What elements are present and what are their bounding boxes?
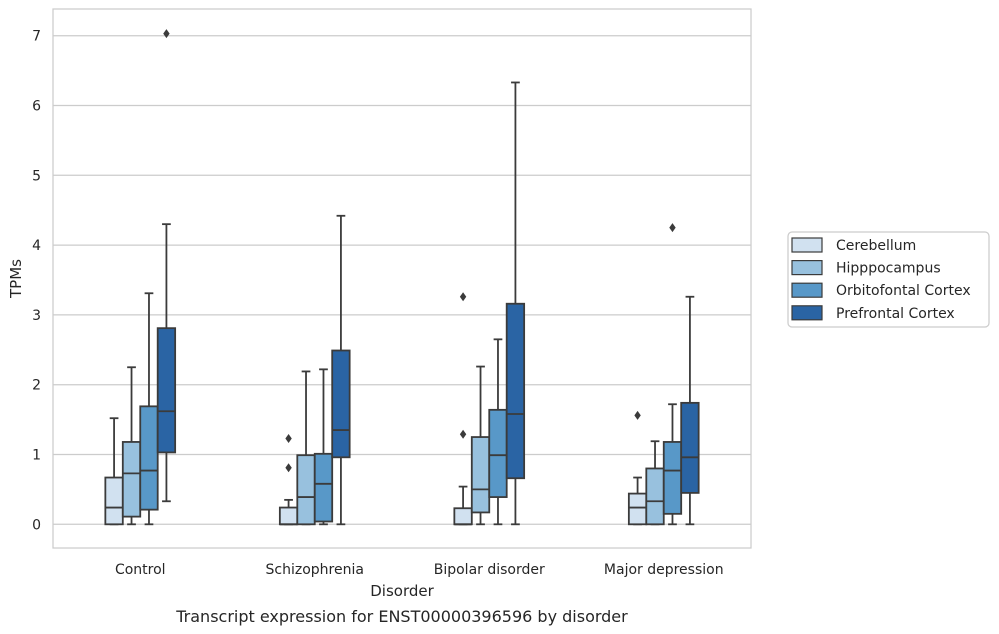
y-tick-label: 2 (32, 378, 41, 394)
box-cerebellum (278, 433, 299, 526)
box-cerebellum (453, 292, 473, 526)
outlier-point (163, 29, 170, 39)
box-hipppocampus (645, 440, 665, 526)
box-prefrontal-cortex (680, 295, 700, 526)
chart-caption: Transcript expression for ENST0000039659… (175, 607, 628, 626)
box-iqr (331, 349, 351, 459)
legend-label: Prefrontal Cortex (836, 306, 955, 322)
y-tick-label: 6 (32, 99, 41, 115)
legend-swatch (791, 237, 823, 253)
box-prefrontal-cortex (505, 81, 526, 526)
box-iqr (488, 408, 508, 498)
box-iqr (505, 302, 526, 480)
outlier-point (669, 223, 676, 233)
box-orbitofontal-cortex (662, 223, 683, 526)
y-tick-label: 4 (32, 238, 41, 254)
box-cerebellum (104, 417, 124, 526)
y-tick-label: 3 (32, 308, 41, 324)
box-cerebellum (627, 410, 648, 526)
box-iqr (296, 454, 316, 526)
x-tick-label: Schizophrenia (266, 562, 364, 578)
boxes (104, 29, 700, 526)
plot-frame (52, 8, 752, 549)
x-tick-label: Bipolar disorder (434, 562, 545, 578)
box-iqr (627, 492, 648, 526)
legend-label: Hipppocampus (836, 261, 941, 277)
box-iqr (278, 506, 299, 526)
outlier-point (285, 433, 292, 443)
outlier-point (459, 429, 467, 439)
outlier-point (285, 463, 292, 473)
box-iqr (680, 401, 700, 494)
box-iqr (313, 452, 334, 523)
y-tick-labels: 0 1 2 3 4 5 6 7 (32, 29, 41, 534)
box-hipppocampus (296, 370, 316, 526)
box-iqr (139, 405, 159, 511)
legend-label: Cerebellum (836, 238, 916, 254)
y-tick-label: 1 (32, 448, 41, 464)
outlier-point (634, 410, 641, 420)
box-iqr (453, 507, 473, 526)
legend-frame (787, 231, 990, 328)
box-iqr (645, 467, 665, 526)
box-iqr (104, 476, 124, 526)
y-axis-label: TPMs (7, 259, 25, 299)
box-iqr (662, 441, 683, 515)
box-iqr (156, 327, 177, 454)
x-axis-label: Disorder (370, 582, 434, 600)
box-hipppocampus (121, 366, 142, 526)
legend: Cerebellum Hipppocampus Orbitofontal Corte… (787, 231, 990, 328)
legend-label: Orbitofontal Cortex (836, 283, 971, 299)
box-prefrontal-cortex (331, 214, 351, 526)
legend-swatch (791, 260, 823, 276)
box-hipppocampus (470, 365, 491, 526)
box-prefrontal-cortex (156, 29, 177, 503)
box-orbitofontal-cortex (313, 368, 334, 526)
box-orbitofontal-cortex (139, 292, 159, 526)
box-iqr (470, 436, 491, 514)
y-tick-label: 5 (32, 168, 41, 184)
y-tick-label: 0 (32, 517, 41, 533)
outlier-point (459, 292, 467, 302)
box-iqr (121, 441, 142, 518)
box-orbitofontal-cortex (488, 338, 508, 526)
legend-swatch (791, 305, 823, 321)
legend-swatch (791, 282, 823, 298)
x-tick-labels: Control Schizophrenia Bipolar disorder Majo… (115, 562, 724, 578)
x-tick-label: Major depression (604, 562, 724, 578)
x-tick-label: Control (115, 562, 166, 578)
y-tick-label: 7 (32, 29, 41, 45)
